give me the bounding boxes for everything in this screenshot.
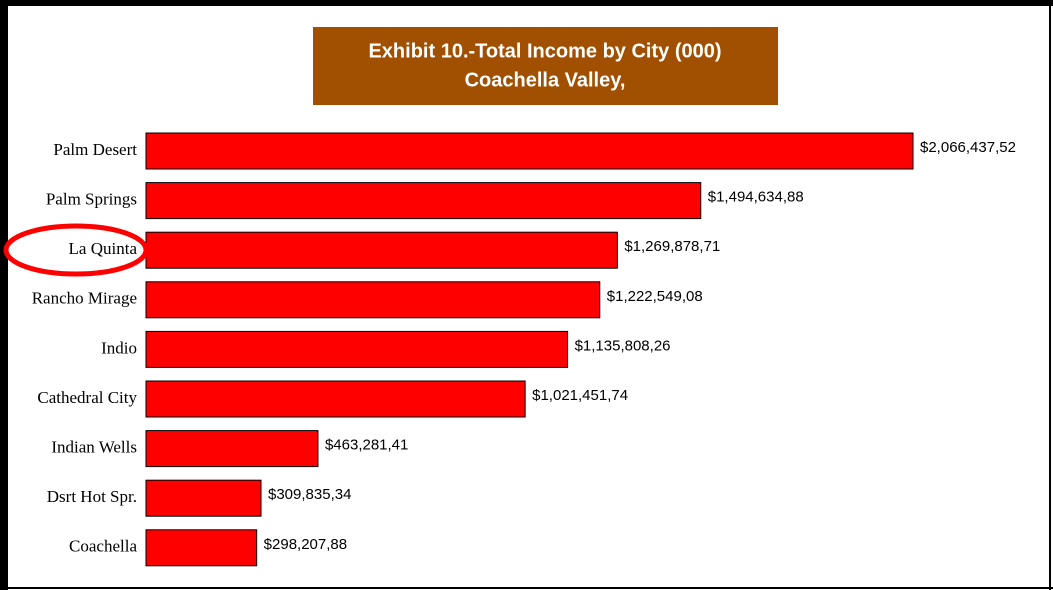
bar [145,479,262,517]
value-label: $463,281,41 [325,437,408,454]
chart-subtitle: Coachella Valley, [465,69,626,91]
bar [145,380,526,418]
category-label: Cathedral City [37,388,137,407]
title-box [313,27,778,105]
bar [145,281,601,319]
chart-title: Exhibit 10.-Total Income by City (000) [368,40,721,62]
value-label: $1,269,878,71 [624,238,720,255]
frame-bottom [0,587,1053,589]
category-label: La Quinta [69,239,138,258]
bar [145,132,914,170]
category-label: Rancho Mirage [32,289,137,308]
value-label: $298,207,88 [264,536,347,553]
category-label: Indian Wells [51,438,137,457]
category-label: Dsrt Hot Spr. [47,487,137,506]
value-label: $1,021,451,74 [532,387,628,404]
value-label: $1,135,808,26 [575,337,671,354]
frame-right [1049,0,1051,590]
category-label: Palm Springs [46,190,137,209]
value-label: $2,066,437,52 [920,139,1016,156]
bar [145,430,319,468]
category-label: Palm Desert [53,140,137,159]
bar [145,182,702,220]
category-label: Coachella [69,537,137,556]
bar [145,330,569,368]
value-label: $1,494,634,88 [708,189,804,206]
frame-left [0,0,8,590]
category-label: Indio [101,338,137,357]
bar [145,529,258,567]
frame-top [0,0,1053,6]
highlight-circle [3,223,149,277]
bar [145,231,618,269]
value-label: $1,222,549,08 [607,288,703,305]
value-label: $309,835,34 [268,486,351,503]
